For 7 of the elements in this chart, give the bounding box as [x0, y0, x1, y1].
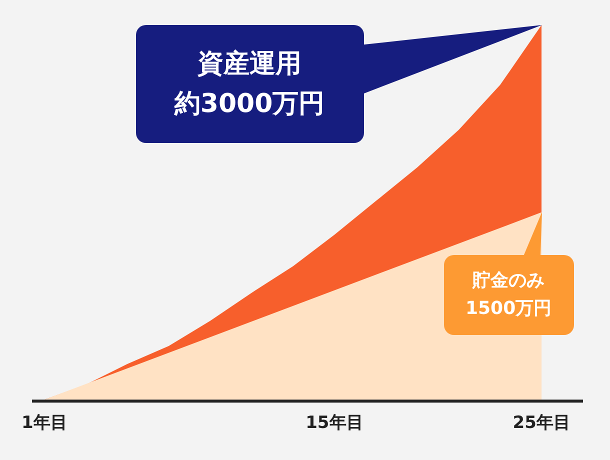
annotation: 貯金のみ: [472, 269, 545, 294]
x-tick-label: 25年目: [512, 413, 570, 434]
x-tick-label: 1年目: [22, 413, 68, 434]
x-tick-label: 15年目: [306, 413, 364, 434]
annotation: 1500万円: [466, 297, 552, 322]
annotation: 約3000万円: [174, 88, 325, 121]
annotation: 資産運用: [198, 48, 302, 81]
